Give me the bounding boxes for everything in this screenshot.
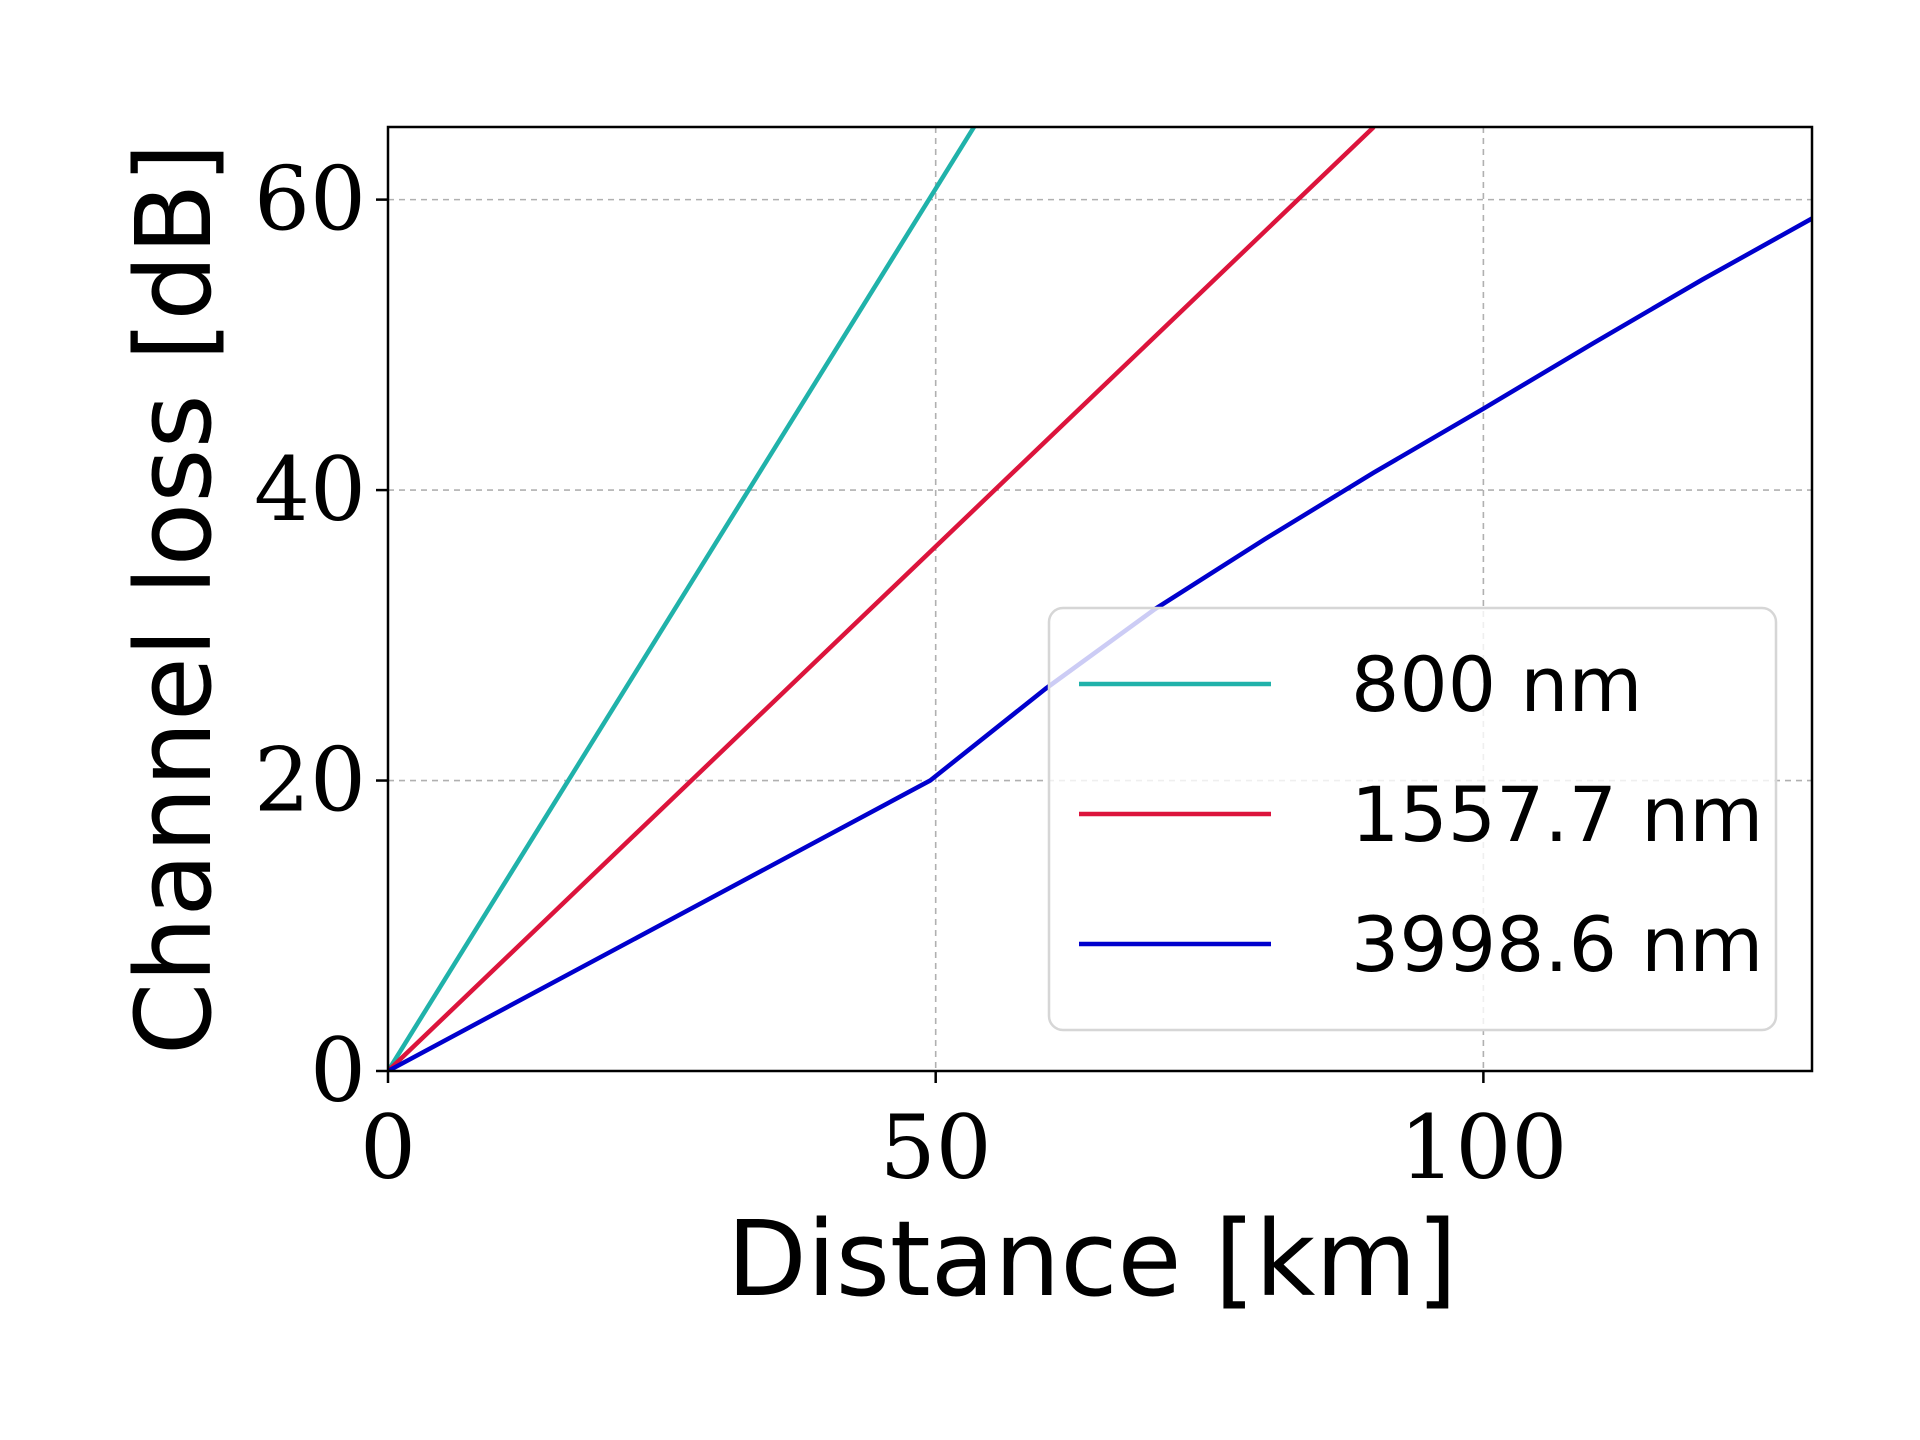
y-tick-label: 20 [254,729,366,832]
legend: 800 nm 1557.7 nm 3998.6 nm [1047,606,1778,1032]
series-lines [388,127,1812,1071]
y-tick-label: 0 [310,1019,366,1122]
plot-frame [386,125,1814,1073]
x-tick-label: 100 [1399,1096,1567,1199]
series-line-2 [388,127,1376,1071]
series-line-1 [388,127,976,1071]
y-tick-label: 60 [254,148,366,251]
y-tick-label: 40 [254,438,366,541]
y-axis-label: Channel loss [dB] [113,143,235,1056]
x-tick-label: 0 [360,1096,416,1199]
legend-label: 1557.7 nm [1351,770,1763,859]
series-line-3 [388,216,1812,1071]
axis-ticks: 0 50 100 0 20 40 60 [254,148,1567,1199]
x-tick-label: 50 [880,1096,992,1199]
legend-label: 800 nm [1351,640,1642,729]
legend-label: 3998.6 nm [1351,900,1763,989]
x-axis-label: Distance [km] [727,1198,1458,1320]
legend-box [1047,606,1778,1032]
